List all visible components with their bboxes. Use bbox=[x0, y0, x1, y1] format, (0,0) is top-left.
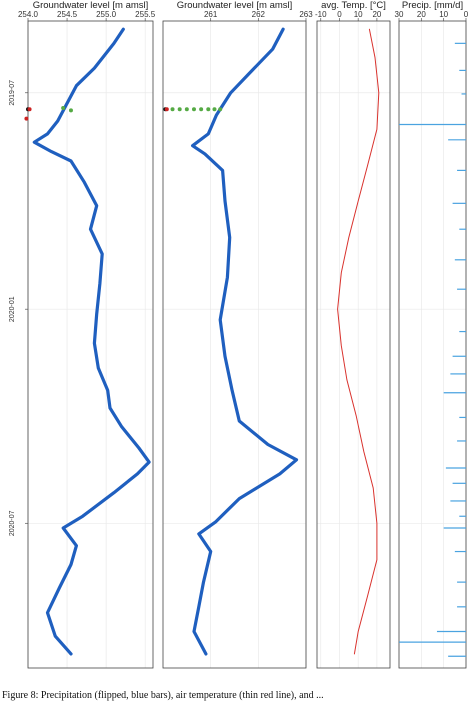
x-tick-label: 20 bbox=[417, 10, 426, 19]
x-tick-label: 255.5 bbox=[135, 10, 156, 19]
data-point bbox=[191, 107, 196, 112]
y-tick-label: 2020-01 bbox=[9, 296, 16, 322]
panel-title: avg. Temp. [°C] bbox=[321, 0, 386, 11]
panel-1: Groundwater level [m amsl]254.0 254.5 255.… bbox=[18, 0, 156, 669]
x-tick-label: 0 bbox=[464, 10, 469, 19]
data-point bbox=[164, 107, 169, 112]
data-point bbox=[61, 106, 66, 111]
data-point bbox=[206, 107, 211, 112]
x-tick-label: 254.0 bbox=[18, 10, 39, 19]
data-point bbox=[212, 107, 217, 112]
x-tick-label: -10 bbox=[315, 10, 327, 19]
groundwater-line bbox=[191, 27, 299, 656]
x-tick-label: 30 bbox=[395, 10, 404, 19]
panel-title: Precip. [mm/d] bbox=[402, 0, 463, 11]
x-tick-label: 10 bbox=[354, 10, 363, 19]
y-tick-label: 2020-07 bbox=[9, 510, 16, 536]
panel-3: avg. Temp. [°C]-10 0 10 20 bbox=[315, 0, 391, 669]
data-point bbox=[68, 108, 73, 113]
figure-caption: Figure 8: Precipitation (flipped, blue b… bbox=[2, 690, 324, 701]
panel-frame bbox=[27, 20, 154, 669]
data-point bbox=[24, 116, 29, 121]
x-tick-label: 263 bbox=[299, 10, 313, 19]
x-tick-label: 20 bbox=[372, 10, 381, 19]
panel-title: Groundwater level [m amsl] bbox=[177, 0, 293, 11]
x-tick-label: 0 bbox=[337, 10, 342, 19]
data-point bbox=[218, 107, 223, 112]
data-point bbox=[170, 107, 175, 112]
groundwater-line bbox=[32, 27, 151, 656]
x-tick-label: 10 bbox=[439, 10, 448, 19]
y-tick-label: 2019-07 bbox=[9, 80, 16, 106]
x-tick-label: 262 bbox=[252, 10, 266, 19]
x-tick-label: 255.0 bbox=[96, 10, 117, 19]
panel-frame bbox=[316, 20, 391, 669]
x-tick-label: 254.5 bbox=[57, 10, 78, 19]
temperature-line bbox=[337, 28, 380, 655]
panel-2: Groundwater level [m amsl]261 262 263 bbox=[162, 0, 313, 669]
panel-frame bbox=[398, 20, 467, 669]
data-point bbox=[199, 107, 204, 112]
data-point bbox=[27, 107, 32, 112]
panel-frame bbox=[162, 20, 307, 669]
panel-title: Groundwater level [m amsl] bbox=[33, 0, 149, 11]
data-point bbox=[177, 107, 182, 112]
data-point bbox=[184, 107, 189, 112]
figure: Groundwater level [m amsl]254.0 254.5 255.… bbox=[9, 0, 469, 669]
x-tick-label: 261 bbox=[204, 10, 218, 19]
panel-4: Precip. [mm/d]30 20 10 0 bbox=[395, 0, 469, 669]
